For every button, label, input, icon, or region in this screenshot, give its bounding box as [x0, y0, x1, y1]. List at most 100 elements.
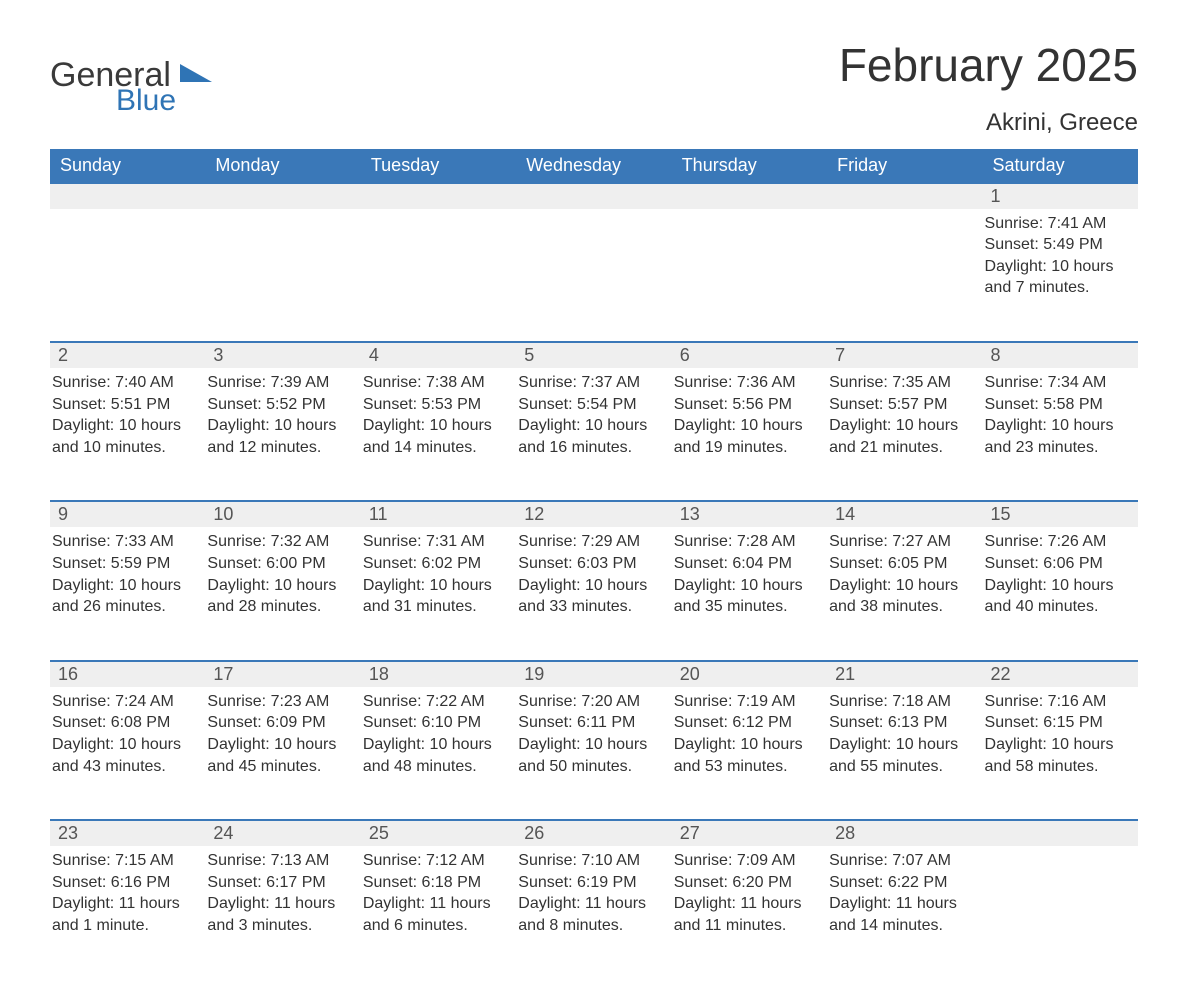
day-header-tue: Tuesday — [361, 149, 516, 182]
sunset-text: Sunset: 6:06 PM — [985, 553, 1130, 575]
day-details: Sunrise: 7:18 AMSunset: 6:13 PMDaylight:… — [827, 687, 982, 781]
daylight-text: Daylight: 10 hours and 58 minutes. — [985, 734, 1130, 777]
daylight-text: Daylight: 10 hours and 38 minutes. — [829, 575, 974, 618]
daylight-text: Daylight: 10 hours and 7 minutes. — [985, 256, 1130, 299]
sunrise-text: Sunrise: 7:20 AM — [518, 691, 663, 713]
day-number: 5 — [516, 343, 671, 368]
day-number: 4 — [361, 343, 516, 368]
daylight-text: Daylight: 10 hours and 43 minutes. — [52, 734, 197, 777]
day-number-row: 9101112131415 — [50, 502, 1138, 527]
sunrise-text: Sunrise: 7:36 AM — [674, 372, 819, 394]
calendar-week: 9101112131415Sunrise: 7:33 AMSunset: 5:5… — [50, 500, 1138, 621]
day-number: 3 — [205, 343, 360, 368]
day-details: Sunrise: 7:20 AMSunset: 6:11 PMDaylight:… — [516, 687, 671, 781]
day-number: 12 — [516, 502, 671, 527]
daylight-text: Daylight: 10 hours and 35 minutes. — [674, 575, 819, 618]
header-row: General Blue February 2025 Akrini, Greec… — [50, 40, 1138, 137]
day-number: 26 — [516, 821, 671, 846]
day-number: 24 — [205, 821, 360, 846]
daylight-text: Daylight: 10 hours and 28 minutes. — [207, 575, 352, 618]
day-number — [516, 184, 671, 209]
sunrise-text: Sunrise: 7:15 AM — [52, 850, 197, 872]
day-number: 14 — [827, 502, 982, 527]
sunset-text: Sunset: 6:13 PM — [829, 712, 974, 734]
day-details: Sunrise: 7:12 AMSunset: 6:18 PMDaylight:… — [361, 846, 516, 940]
day-details-row: Sunrise: 7:40 AMSunset: 5:51 PM Daylight:… — [50, 368, 1138, 462]
day-number: 16 — [50, 662, 205, 687]
calendar: Sunday Monday Tuesday Wednesday Thursday… — [50, 149, 1138, 941]
day-number-row: 2345678 — [50, 343, 1138, 368]
day-details: Sunrise: 7:34 AMSunset: 5:58 PMDaylight:… — [983, 368, 1138, 462]
sunset-text: Sunset: 6:20 PM — [674, 872, 819, 894]
sunrise-text: Sunrise: 7:12 AM — [363, 850, 508, 872]
calendar-header: Sunday Monday Tuesday Wednesday Thursday… — [50, 149, 1138, 182]
day-number — [205, 184, 360, 209]
sunset-text: Sunset: 5:53 PM — [363, 394, 508, 416]
day-details-row: Sunrise: 7:24 AMSunset: 6:08 PMDaylight:… — [50, 687, 1138, 781]
day-details — [361, 209, 516, 303]
day-details — [672, 209, 827, 303]
daylight-text: Daylight: 10 hours and 33 minutes. — [518, 575, 663, 618]
daylight-text: Daylight: 10 hours and 19 minutes. — [674, 415, 819, 458]
day-header-fri: Friday — [827, 149, 982, 182]
daylight-text: Daylight: 10 hours and 14 minutes. — [363, 415, 508, 458]
daylight-text: Daylight: 10 hours and 50 minutes. — [518, 734, 663, 777]
day-details: Sunrise: 7:22 AMSunset: 6:10 PMDaylight:… — [361, 687, 516, 781]
logo: General Blue — [50, 40, 212, 116]
day-details-row: Sunrise: 7:15 AMSunset: 6:16 PMDaylight:… — [50, 846, 1138, 940]
day-details: Sunrise: 7:19 AMSunset: 6:12 PMDaylight:… — [672, 687, 827, 781]
day-details — [516, 209, 671, 303]
day-details — [827, 209, 982, 303]
sunset-text: Sunset: 5:52 PM — [207, 394, 352, 416]
daylight-text: Daylight: 10 hours and 31 minutes. — [363, 575, 508, 618]
sunrise-text: Sunrise: 7:37 AM — [518, 372, 663, 394]
daylight-text: Daylight: 10 hours and 12 minutes. — [207, 415, 352, 458]
daylight-text: Daylight: 10 hours and 16 minutes. — [518, 415, 663, 458]
sunrise-text: Sunrise: 7:35 AM — [829, 372, 974, 394]
day-details: Sunrise: 7:32 AMSunset: 6:00 PMDaylight:… — [205, 527, 360, 621]
calendar-page: General Blue February 2025 Akrini, Greec… — [0, 0, 1188, 1000]
sunset-text: Sunset: 6:05 PM — [829, 553, 974, 575]
sunrise-text: Sunrise: 7:18 AM — [829, 691, 974, 713]
day-details: Sunrise: 7:41 AMSunset: 5:49 PMDaylight:… — [983, 209, 1138, 303]
month-title: February 2025 — [839, 40, 1138, 91]
sunset-text: Sunset: 6:09 PM — [207, 712, 352, 734]
sunset-text: Sunset: 6:08 PM — [52, 712, 197, 734]
day-number: 27 — [672, 821, 827, 846]
day-details-row: Sunrise: 7:33 AMSunset: 5:59 PMDaylight:… — [50, 527, 1138, 621]
daylight-text: Daylight: 10 hours and 26 minutes. — [52, 575, 197, 618]
day-header-sun: Sunday — [50, 149, 205, 182]
sunrise-text: Sunrise: 7:38 AM — [363, 372, 508, 394]
sunset-text: Sunset: 5:57 PM — [829, 394, 974, 416]
day-details: Sunrise: 7:23 AMSunset: 6:09 PMDaylight:… — [205, 687, 360, 781]
day-details: Sunrise: 7:09 AMSunset: 6:20 PMDaylight:… — [672, 846, 827, 940]
day-number: 23 — [50, 821, 205, 846]
day-number: 15 — [983, 502, 1138, 527]
day-number: 7 — [827, 343, 982, 368]
sunrise-text: Sunrise: 7:40 AM — [52, 372, 197, 394]
day-number — [50, 184, 205, 209]
sunset-text: Sunset: 6:12 PM — [674, 712, 819, 734]
day-details: Sunrise: 7:13 AMSunset: 6:17 PMDaylight:… — [205, 846, 360, 940]
day-number — [672, 184, 827, 209]
day-details: Sunrise: 7:37 AMSunset: 5:54 PMDaylight:… — [516, 368, 671, 462]
sunset-text: Sunset: 6:18 PM — [363, 872, 508, 894]
sunrise-text: Sunrise: 7:07 AM — [829, 850, 974, 872]
sunset-text: Sunset: 6:15 PM — [985, 712, 1130, 734]
day-details: Sunrise: 7:36 AMSunset: 5:56 PMDaylight:… — [672, 368, 827, 462]
sunrise-text: Sunrise: 7:27 AM — [829, 531, 974, 553]
sunrise-text: Sunrise: 7:28 AM — [674, 531, 819, 553]
day-header-sat: Saturday — [983, 149, 1138, 182]
day-details-row: Sunrise: 7:41 AMSunset: 5:49 PMDaylight:… — [50, 209, 1138, 303]
day-number: 10 — [205, 502, 360, 527]
day-number: 21 — [827, 662, 982, 687]
sunrise-text: Sunrise: 7:32 AM — [207, 531, 352, 553]
day-number: 13 — [672, 502, 827, 527]
daylight-text: Daylight: 11 hours and 11 minutes. — [674, 893, 819, 936]
sunrise-text: Sunrise: 7:19 AM — [674, 691, 819, 713]
day-number: 18 — [361, 662, 516, 687]
day-details: Sunrise: 7:10 AMSunset: 6:19 PMDaylight:… — [516, 846, 671, 940]
daylight-text: Daylight: 10 hours and 21 minutes. — [829, 415, 974, 458]
sunset-text: Sunset: 5:51 PM — [52, 394, 197, 416]
day-details: Sunrise: 7:27 AMSunset: 6:05 PMDaylight:… — [827, 527, 982, 621]
